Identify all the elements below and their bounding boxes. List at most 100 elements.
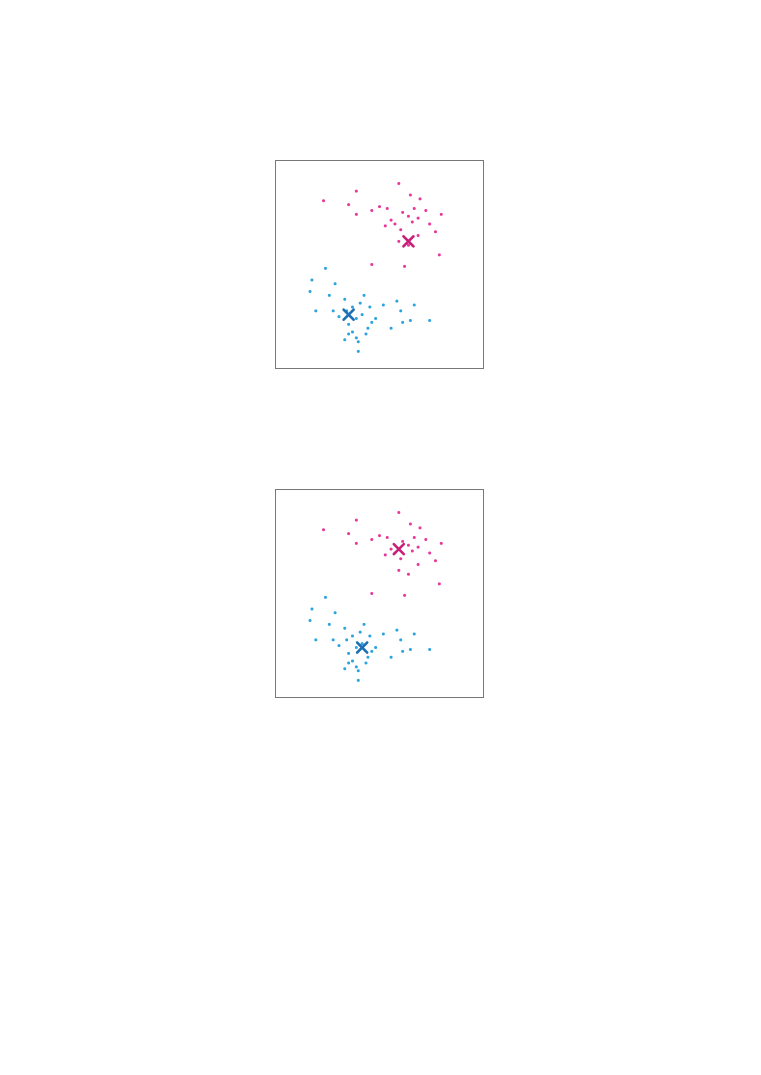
- cluster-a-point: [370, 208, 374, 212]
- cluster-b-point: [428, 318, 432, 322]
- cluster-b-point: [347, 661, 351, 665]
- cluster-b-point: [389, 326, 393, 330]
- cluster-b-point: [360, 313, 364, 317]
- cluster-b-point: [374, 646, 378, 650]
- cluster-a-point: [406, 572, 410, 576]
- cluster-b-point: [364, 661, 368, 665]
- cluster-b-point: [362, 293, 366, 297]
- plot-frame: [275, 489, 484, 698]
- cluster-b-point: [314, 309, 318, 313]
- cluster-a-point: [416, 563, 420, 567]
- centroid-b-marker: [342, 308, 355, 321]
- centroid-a-marker: [392, 542, 406, 556]
- cluster-a-point: [383, 224, 387, 228]
- cluster-a-point: [399, 557, 403, 561]
- cluster-b-point: [350, 305, 354, 309]
- cluster-b-point: [337, 315, 341, 319]
- cluster-b-point: [337, 644, 341, 648]
- cluster-b-point: [399, 309, 403, 313]
- cluster-b-point: [314, 638, 318, 642]
- cluster-b-point: [360, 642, 364, 646]
- cluster-b-point: [323, 595, 327, 599]
- cluster-a-point: [433, 230, 437, 234]
- cluster-b-point: [331, 638, 335, 642]
- scatter-plot-2: [275, 489, 484, 698]
- cluster-a-point: [378, 534, 381, 538]
- cluster-b-point: [395, 628, 399, 632]
- cluster-b-point: [327, 293, 331, 297]
- cluster-a-point: [410, 549, 414, 553]
- cluster-b-point: [381, 632, 385, 636]
- cluster-a-point: [428, 222, 432, 226]
- cluster-b-point: [428, 647, 432, 651]
- cluster-b-point: [389, 655, 393, 659]
- cluster-a-point: [408, 193, 412, 197]
- cluster-b-point: [399, 638, 403, 642]
- cluster-a-point: [322, 199, 326, 203]
- cluster-a-point: [401, 539, 405, 543]
- cluster-a-point: [354, 541, 358, 545]
- cluster-b-point: [370, 320, 374, 324]
- cluster-a-point: [354, 518, 358, 522]
- cluster-a-point: [412, 207, 416, 211]
- cluster-b-point: [362, 622, 366, 626]
- cluster-b-point: [356, 340, 360, 344]
- scatter-panel-after-update: [275, 489, 484, 698]
- cluster-b-point: [354, 665, 358, 669]
- cluster-b-point: [354, 336, 358, 340]
- cluster-a-point: [354, 189, 358, 193]
- cluster-a-point: [412, 536, 416, 540]
- cluster-b-point: [374, 317, 378, 321]
- cluster-a-point: [428, 551, 432, 555]
- cluster-a-point: [401, 210, 405, 214]
- cluster-a-point: [385, 207, 389, 211]
- scatter-panel-before-update: [275, 160, 484, 369]
- cluster-b-point: [366, 655, 370, 659]
- plot-frame: [275, 160, 484, 369]
- cluster-b-point: [395, 299, 399, 303]
- cluster-a-point: [393, 222, 397, 226]
- cluster-b-point: [345, 638, 349, 642]
- cluster-b-point: [343, 338, 347, 342]
- cluster-b-point: [354, 646, 358, 650]
- cluster-a-point: [416, 545, 420, 549]
- cluster-b-point: [408, 647, 412, 651]
- cluster-b-point: [333, 611, 337, 615]
- cluster-a-point: [406, 543, 410, 547]
- scatter-plot-1: [275, 160, 484, 369]
- cluster-b-point: [343, 626, 347, 630]
- cluster-a-point: [403, 593, 407, 597]
- cluster-b-point: [343, 297, 347, 301]
- cluster-a-point: [389, 547, 393, 551]
- cluster-a-point: [433, 559, 437, 563]
- cluster-b-point: [401, 649, 405, 653]
- cluster-a-point: [437, 582, 441, 586]
- cluster-b-point: [333, 282, 337, 286]
- cluster-b-point: [412, 303, 416, 307]
- cluster-b-point: [370, 649, 374, 653]
- cluster-a-point: [424, 537, 428, 541]
- cluster-b-point: [308, 619, 312, 623]
- cluster-b-point: [356, 669, 360, 673]
- cluster-a-point: [418, 197, 422, 201]
- cluster-a-point: [399, 228, 403, 232]
- cluster-b-point: [354, 317, 358, 321]
- cluster-b-point: [310, 278, 314, 282]
- cluster-a-point: [354, 212, 358, 216]
- cluster-b-point: [327, 622, 331, 626]
- cluster-b-point: [350, 634, 354, 638]
- cluster-a-point: [389, 218, 393, 222]
- cluster-b-point: [408, 318, 412, 322]
- cluster-b-point: [347, 651, 351, 655]
- cluster-a-point: [439, 212, 443, 216]
- cluster-a-point: [370, 537, 374, 541]
- cluster-a-point: [397, 239, 401, 243]
- cluster-b-point: [412, 632, 416, 636]
- cluster-b-point: [401, 320, 405, 324]
- cluster-a-point: [416, 216, 420, 220]
- cluster-a-point: [437, 253, 441, 257]
- cluster-b-point: [350, 330, 354, 334]
- cluster-b-point: [356, 678, 360, 682]
- cluster-b-point: [381, 303, 385, 307]
- cluster-a-point: [424, 208, 428, 212]
